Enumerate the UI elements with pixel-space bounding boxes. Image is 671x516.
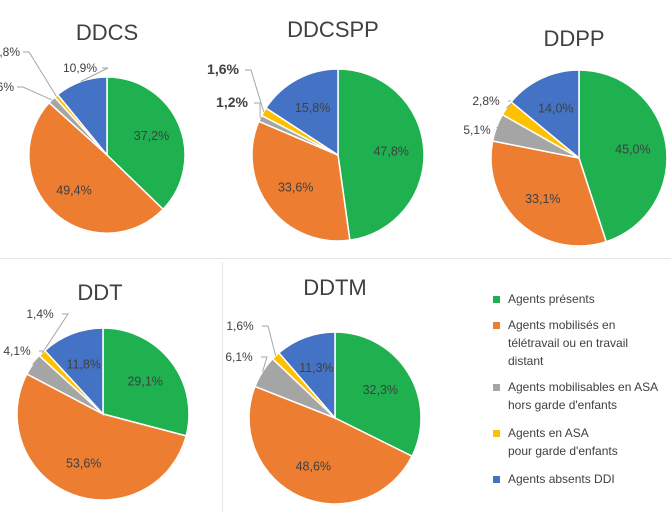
legend-label-line: Agents absents DDI xyxy=(508,472,615,486)
slice-label: 37,2% xyxy=(134,129,169,143)
legend-swatch xyxy=(493,296,500,303)
slice-label: 1,2% xyxy=(216,94,248,110)
legend-label-line: Agents en ASA xyxy=(508,426,589,440)
legend-swatch xyxy=(493,384,500,391)
leader-line xyxy=(41,313,69,354)
legend-label-line: Agents présents xyxy=(508,292,595,306)
pie-title: DDCS xyxy=(76,20,138,45)
pie-slice-telework xyxy=(28,101,165,234)
pie-slice-telework xyxy=(248,385,414,505)
pie-slice-present xyxy=(578,69,668,243)
slice-label: 1,4% xyxy=(26,307,54,321)
legend-label-line: Agents mobilisés en xyxy=(508,318,616,332)
pie-title: DDCSPP xyxy=(287,17,379,42)
pie-slice-present xyxy=(337,68,425,242)
slice-label: 10,9% xyxy=(63,61,97,75)
legend-label-line: Agents mobilisables en ASA xyxy=(508,380,659,394)
pie-slice-absent xyxy=(510,69,580,160)
slice-label: 45,0% xyxy=(615,143,650,157)
divider-horizontal xyxy=(0,258,671,259)
legend-label-line: distant xyxy=(508,354,544,368)
pie-slice-present xyxy=(106,76,186,211)
slice-label: 14,0% xyxy=(538,102,573,116)
pie-title: DDT xyxy=(77,280,122,305)
slice-label: 1,6% xyxy=(207,61,239,77)
slice-label: 1,6% xyxy=(0,80,14,94)
legend-swatch xyxy=(493,430,500,437)
pie-slice-absent xyxy=(56,76,108,158)
leader-line xyxy=(262,325,277,356)
slice-label: 1,6% xyxy=(226,319,254,333)
pie-slice-absent xyxy=(264,68,339,157)
leader-line xyxy=(261,356,268,372)
slice-label: 48,6% xyxy=(296,460,331,474)
slice-label: 33,1% xyxy=(525,192,560,206)
pie-title: DDPP xyxy=(543,26,604,51)
pie-title: DDTM xyxy=(303,275,367,300)
legend-label: Agents absents DDI xyxy=(508,470,663,488)
legend-label-line: pour garde d'enfants xyxy=(508,444,618,458)
legend-swatch xyxy=(493,322,500,329)
leader-line xyxy=(254,102,261,119)
leader-line xyxy=(496,126,506,131)
legend-label: Agents présents xyxy=(508,290,663,308)
slice-label: 5,1% xyxy=(463,123,491,137)
pie-slice-absent xyxy=(277,331,336,421)
slice-label: 49,4% xyxy=(56,183,91,197)
divider-vertical xyxy=(222,262,223,512)
slice-label: 53,6% xyxy=(66,457,101,471)
slice-label: 4,1% xyxy=(3,344,31,358)
slice-label: 11,8% xyxy=(66,357,101,371)
legend-label-line: télétravail ou en travail xyxy=(508,336,629,350)
pie-slice-telework xyxy=(251,120,351,242)
leader-line xyxy=(23,51,57,97)
legend-label: Agents en ASA pour garde d'enfants xyxy=(508,424,663,460)
slice-label: 11,3% xyxy=(299,361,334,375)
slice-label: 15,8% xyxy=(295,101,330,115)
slice-label: 33,6% xyxy=(278,180,313,194)
slice-label: 2,8% xyxy=(472,94,500,108)
pie-slice-telework xyxy=(16,372,188,501)
pie-slice-present xyxy=(102,327,190,437)
legend-label: Agents mobilisés en télétravail ou en tra… xyxy=(508,316,663,370)
slice-label: 47,8% xyxy=(373,144,408,158)
leader-line xyxy=(80,67,109,82)
legend-label: Agents mobilisables en ASA hors garde d'e… xyxy=(508,378,663,414)
pie-slice-present xyxy=(334,331,422,458)
legend-label-line: hors garde d'enfants xyxy=(508,398,618,412)
slice-label: 29,1% xyxy=(127,375,162,389)
pie-slice-telework xyxy=(490,140,608,247)
slice-label: 6,1% xyxy=(225,350,253,364)
slice-label: 32,3% xyxy=(363,383,398,397)
leader-line xyxy=(17,86,53,101)
leader-line xyxy=(245,69,265,112)
legend-swatch xyxy=(493,476,500,483)
slice-label: 0,8% xyxy=(0,45,20,59)
pie-slice-absent xyxy=(43,327,104,416)
